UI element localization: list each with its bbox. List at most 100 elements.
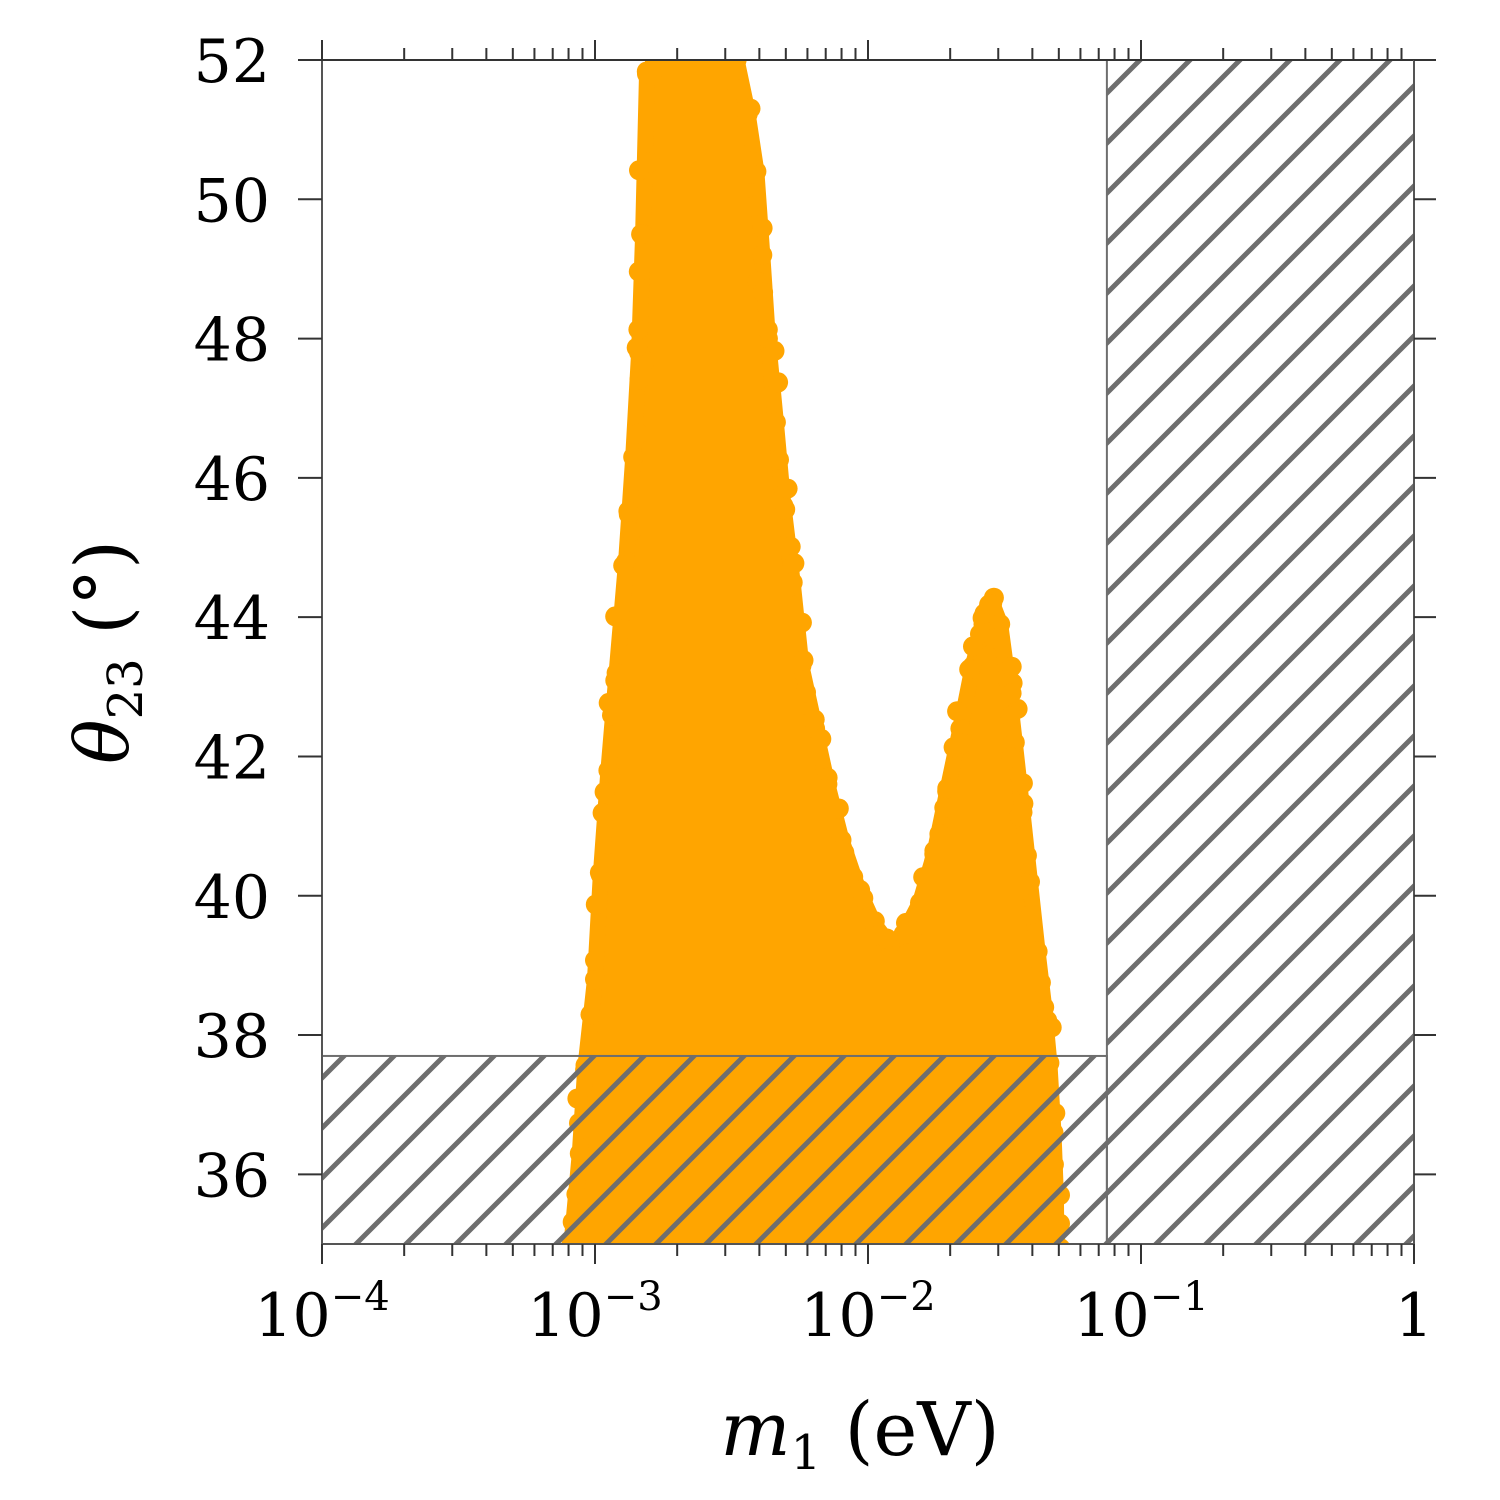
y-tick-label: 42	[194, 723, 270, 793]
scatter-point	[598, 760, 619, 781]
x-tick-label: 10−3	[527, 1274, 662, 1351]
scatter-point	[813, 778, 834, 799]
scatter-point	[1027, 941, 1048, 962]
tick-labels: 36 38 40 42 44 46 48 50 52 10−4 10−3 10−2 10−1 1	[194, 27, 1433, 1351]
scatter-point	[934, 797, 955, 818]
scatter-point	[580, 1004, 601, 1025]
scatter-point	[613, 555, 634, 576]
y-tick-label: 36	[194, 1141, 270, 1211]
scatter-point	[742, 196, 763, 217]
scatter-point	[740, 164, 761, 184]
scatter-point	[585, 894, 606, 915]
scatter-point	[757, 319, 778, 340]
y-tick-label: 40	[194, 863, 270, 933]
scatter-point	[902, 920, 923, 941]
y-tick-label: 38	[194, 1002, 270, 1072]
scatter-point	[791, 612, 812, 633]
allowed-region-scatter	[561, 60, 1070, 1244]
scatter-point	[853, 888, 874, 909]
scatter-point	[1001, 656, 1022, 677]
x-tick-label: 1	[1395, 1281, 1433, 1351]
scatter-point	[1016, 845, 1037, 866]
scatter-point	[876, 928, 897, 949]
scatter-point	[628, 261, 649, 282]
scatter-point	[824, 818, 845, 839]
scatter-point	[947, 701, 968, 722]
scatter-point	[780, 536, 801, 557]
scatter-point	[781, 576, 802, 597]
scatter-point	[753, 282, 774, 303]
tick-marks	[298, 40, 1436, 1264]
scatter-point	[594, 782, 615, 802]
scatter-point	[585, 950, 605, 971]
x-axis-title: m1 (eV)	[720, 1387, 999, 1481]
y-tick-label: 46	[194, 445, 270, 515]
excluded-region	[1105, 59, 1415, 1245]
scatter-point	[811, 728, 832, 749]
scatter-point	[984, 628, 1005, 649]
scatter-point	[626, 337, 647, 358]
scatter-point	[628, 319, 649, 340]
scatter-point	[598, 692, 619, 713]
scatter-point	[592, 802, 613, 823]
x-tick-label: 10−1	[1073, 1274, 1208, 1351]
scatter-point	[621, 521, 642, 542]
scatter-point	[1035, 1021, 1056, 1041]
scatter-point	[640, 152, 661, 173]
scatter-point	[980, 594, 1001, 615]
y-axis-title: θ23 (°)	[60, 540, 154, 764]
scatter-point	[723, 60, 744, 70]
scatter-point	[963, 636, 983, 657]
scatter-point	[1011, 802, 1032, 823]
scatter-point	[764, 340, 785, 361]
scatter-point	[740, 98, 761, 119]
scatter-point	[1027, 971, 1048, 992]
x-tick-label: 10−4	[254, 1274, 389, 1351]
scatter-point	[913, 867, 934, 888]
scatter-point	[629, 369, 650, 390]
scatter-point	[953, 733, 974, 754]
scatter-point	[1018, 874, 1039, 895]
x-tick-label: 10−2	[800, 1274, 935, 1351]
y-tick-label: 52	[194, 27, 270, 97]
scatter-point	[623, 447, 644, 467]
excluded-region	[321, 1054, 1108, 1245]
scatter-point	[910, 892, 930, 913]
scatter-point	[597, 852, 618, 873]
excluded-regions	[321, 59, 1415, 1245]
scatter-point	[929, 823, 950, 844]
scatter-point	[775, 499, 796, 520]
scatter-point	[644, 60, 665, 71]
scatter-point	[793, 650, 814, 671]
scatter-point	[1000, 706, 1021, 727]
scatter-point	[727, 79, 748, 100]
scatter-point	[828, 798, 849, 819]
scatter-point	[618, 501, 639, 522]
scatter-point	[924, 840, 945, 861]
scatter-point	[937, 778, 958, 799]
scatter-point	[804, 709, 825, 730]
scatter-point	[1020, 905, 1041, 925]
scatter-point	[796, 682, 816, 703]
scatter-point	[605, 670, 626, 691]
scatter-point	[1012, 773, 1033, 794]
scatter-point	[769, 449, 789, 470]
y-tick-label: 44	[194, 584, 270, 654]
scatter-point	[1001, 747, 1022, 768]
y-tick-label: 50	[194, 166, 270, 236]
scatter-point	[613, 619, 634, 639]
scatter-point	[1001, 683, 1022, 704]
scatter-point	[777, 478, 798, 499]
scatter-point	[830, 840, 851, 860]
scatter-point	[752, 218, 773, 239]
scatter-point	[628, 423, 649, 444]
scatter-point	[752, 245, 773, 265]
scatter-point	[585, 969, 605, 990]
scatter-point	[765, 412, 786, 433]
scatter-point	[959, 659, 980, 680]
scatter-point	[631, 224, 652, 245]
scatter-point	[768, 372, 789, 393]
scatter-point	[703, 60, 724, 68]
y-tick-label: 48	[194, 306, 270, 376]
